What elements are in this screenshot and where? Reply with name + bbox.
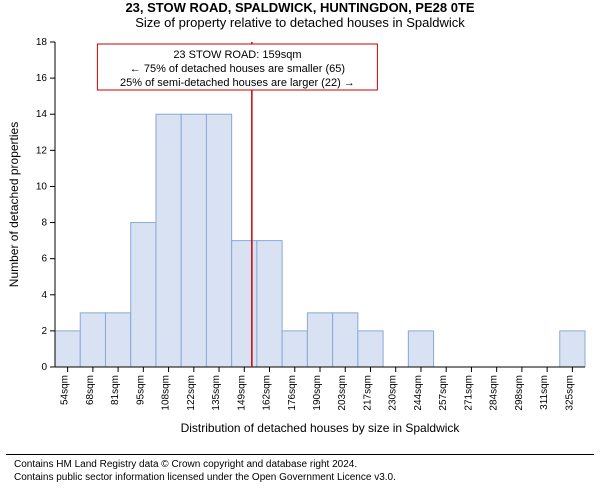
svg-text:Number of detached properties: Number of detached properties xyxy=(7,122,21,287)
svg-text:← 75% of detached houses are s: ← 75% of detached houses are smaller (65… xyxy=(130,63,345,75)
svg-text:135sqm: 135sqm xyxy=(211,375,222,411)
footer-line-1: Contains HM Land Registry data © Crown c… xyxy=(14,459,586,472)
svg-text:54sqm: 54sqm xyxy=(60,375,71,405)
svg-text:18: 18 xyxy=(36,37,48,48)
svg-text:6: 6 xyxy=(41,254,47,265)
svg-text:8: 8 xyxy=(41,218,47,229)
svg-text:Distribution of detached house: Distribution of detached houses by size … xyxy=(181,421,461,435)
svg-text:325sqm: 325sqm xyxy=(564,375,575,411)
svg-text:122sqm: 122sqm xyxy=(186,375,197,411)
svg-text:81sqm: 81sqm xyxy=(110,375,121,405)
svg-text:25% of semi-detached houses ar: 25% of semi-detached houses are larger (… xyxy=(120,77,355,89)
svg-text:217sqm: 217sqm xyxy=(362,375,373,411)
svg-text:190sqm: 190sqm xyxy=(312,375,323,411)
svg-text:16: 16 xyxy=(36,73,48,84)
svg-text:14: 14 xyxy=(36,109,48,120)
svg-text:284sqm: 284sqm xyxy=(489,375,500,411)
svg-text:311sqm: 311sqm xyxy=(539,375,550,410)
svg-text:271sqm: 271sqm xyxy=(463,375,474,411)
svg-text:108sqm: 108sqm xyxy=(161,375,172,411)
svg-text:149sqm: 149sqm xyxy=(236,375,247,411)
svg-text:4: 4 xyxy=(41,290,47,301)
page-subtitle: Size of property relative to detached ho… xyxy=(0,15,600,30)
svg-text:0: 0 xyxy=(41,362,47,373)
svg-text:10: 10 xyxy=(36,181,48,192)
svg-text:176sqm: 176sqm xyxy=(287,375,298,411)
svg-text:2: 2 xyxy=(41,326,47,337)
svg-text:95sqm: 95sqm xyxy=(135,375,146,405)
svg-text:203sqm: 203sqm xyxy=(337,375,348,411)
svg-text:244sqm: 244sqm xyxy=(413,375,424,411)
svg-text:257sqm: 257sqm xyxy=(438,375,449,411)
svg-text:230sqm: 230sqm xyxy=(388,375,399,411)
footer: Contains HM Land Registry data © Crown c… xyxy=(6,454,594,484)
svg-text:23 STOW ROAD: 159sqm: 23 STOW ROAD: 159sqm xyxy=(173,49,301,61)
svg-text:162sqm: 162sqm xyxy=(262,375,273,411)
footer-line-2: Contains public sector information licen… xyxy=(14,472,586,485)
histogram-chart: 0 2 4 6 8 10 12 14 16 18 54sqm 68sqm 81sqm 95sqm 108sq… xyxy=(0,32,600,452)
page-title: 23, STOW ROAD, SPALDWICK, HUNTINGDON, PE… xyxy=(0,0,600,15)
svg-text:12: 12 xyxy=(36,145,48,156)
svg-text:298sqm: 298sqm xyxy=(514,375,525,411)
svg-text:68sqm: 68sqm xyxy=(85,375,96,405)
